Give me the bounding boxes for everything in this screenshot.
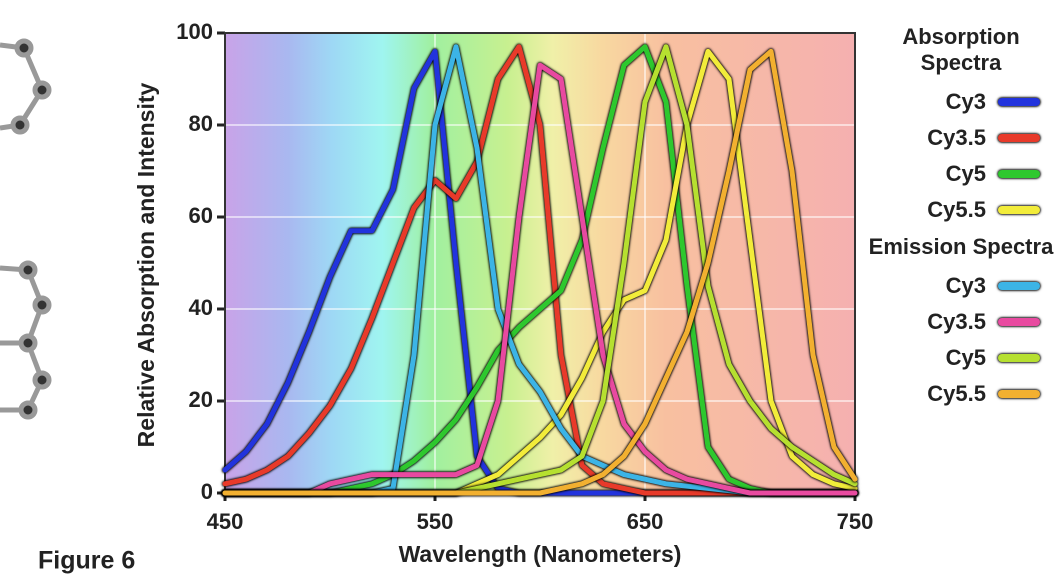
legend-item: Cy3 <box>868 84 1054 120</box>
x-tick-label: 750 <box>837 509 874 534</box>
legend-item: Cy3.5 <box>868 304 1054 340</box>
legend-item: Cy5 <box>868 340 1054 376</box>
y-tick-label: 80 <box>189 111 213 136</box>
legend-label: Cy5.5 <box>927 197 986 222</box>
legend-item: Cy3.5 <box>868 120 1054 156</box>
x-axis-label: Wavelength (Nanometers) <box>399 541 682 567</box>
y-axis-label: Relative Absorption and Intensity <box>133 82 159 447</box>
plot-background <box>225 33 855 493</box>
molecule-decoration <box>0 38 52 420</box>
y-tick-label: 100 <box>176 19 213 44</box>
legend-label: Cy3 <box>945 89 986 114</box>
legend-swatch <box>998 206 1040 214</box>
legend-group-title: Absorption Spectra <box>902 24 1020 75</box>
x-tick-label: 450 <box>207 509 244 534</box>
legend-item: Cy5 <box>868 156 1054 192</box>
legend-item: Cy3 <box>868 268 1054 304</box>
series-line <box>222 62 858 496</box>
legend-label: Cy5 <box>945 345 986 370</box>
legend-label: Cy5.5 <box>927 381 986 406</box>
legend-swatch <box>998 134 1040 142</box>
series-line <box>222 48 858 496</box>
legend-item: Cy5.5 <box>868 376 1054 412</box>
legend-item: Cy5.5 <box>868 192 1054 228</box>
legend-swatch <box>998 170 1040 178</box>
legend: Absorption Spectra Cy3 Cy3.5 Cy5 Cy5.5 Emissi… <box>868 24 1054 412</box>
legend-label: Cy3.5 <box>927 125 986 150</box>
legend-swatch <box>998 354 1040 362</box>
legend-swatch <box>998 98 1040 106</box>
legend-swatch <box>998 282 1040 290</box>
y-tick-label: 60 <box>189 203 213 228</box>
legend-swatch <box>998 390 1040 398</box>
figure-caption: Figure 6 <box>38 547 135 575</box>
legend-label: Cy3.5 <box>927 309 986 334</box>
y-tick-label: 40 <box>189 295 213 320</box>
legend-label: Cy3 <box>945 273 986 298</box>
y-tick-label: 0 <box>201 479 213 504</box>
legend-label: Cy5 <box>945 161 986 186</box>
y-tick-label: 20 <box>189 387 213 412</box>
legend-group-title: Emission Spectra <box>868 234 1054 259</box>
x-tick-label: 550 <box>417 509 454 534</box>
x-tick-label: 650 <box>627 509 664 534</box>
legend-swatch <box>998 318 1040 326</box>
